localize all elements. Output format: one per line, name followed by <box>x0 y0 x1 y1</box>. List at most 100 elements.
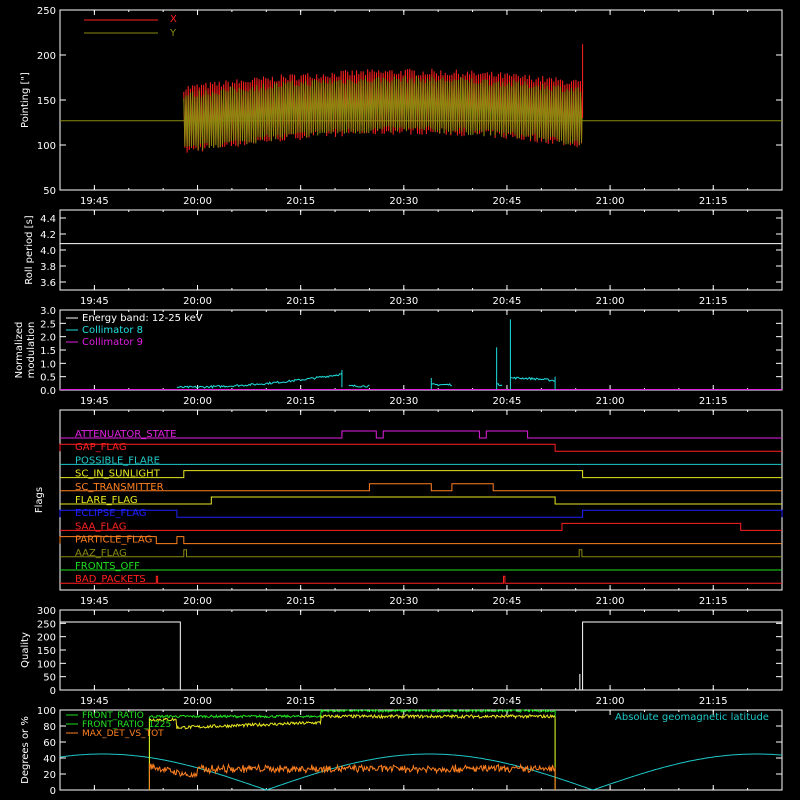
flag-line <box>59 443 782 452</box>
time-tick-label: 20:30 <box>389 196 418 207</box>
flag-label: GAP_FLAG <box>75 442 127 453</box>
y-tick-label: 50 <box>43 186 56 197</box>
flag-line <box>60 483 782 492</box>
legend-y-label: Y <box>169 28 177 39</box>
y-tick-label: 150 <box>37 96 56 107</box>
time-tick-label: 20:15 <box>286 396 315 407</box>
pointing-y-series <box>183 75 584 151</box>
y-tick-label: 50 <box>43 673 56 684</box>
y-tick-label: 0.5 <box>40 373 56 384</box>
y-tick-label: 20 <box>43 770 56 781</box>
y-tick-label: 200 <box>37 51 56 62</box>
degrees-right-label: Absolute geomagnetic latitude <box>615 712 769 723</box>
time-tick-label: 20:00 <box>183 296 212 307</box>
y-tick-label: 1.5 <box>40 346 56 357</box>
time-tick-label: 20:15 <box>286 596 315 607</box>
flag-label: AAZ_FLAG <box>75 548 127 559</box>
flag-label: FLARE_FLAG <box>75 495 138 506</box>
degrees-legend-label: MAX_DET_VS_TOT <box>82 729 164 739</box>
flag-label: POSSIBLE_FLARE <box>75 455 160 466</box>
flag-line <box>59 509 783 518</box>
time-tick-label: 20:45 <box>493 196 522 207</box>
collimator8-segment <box>348 384 370 388</box>
quality-line <box>60 621 782 691</box>
flag-label: PARTICLE_FLAG <box>75 535 152 546</box>
roll-panel: 19:45 20:00 20:15 20:30 20:45 21:00 21:15 3.6 3.… <box>24 209 783 307</box>
y-tick-label: 1.0 <box>40 359 56 370</box>
time-tick-label: 20:30 <box>389 296 418 307</box>
time-tick-label: 20:30 <box>389 596 418 607</box>
y-tick-label: 0.0 <box>40 386 56 397</box>
y-tick-label: 100 <box>37 141 56 152</box>
y-axis-label: Roll period [s] <box>24 215 35 284</box>
flag-label: ATTENUATOR_STATE <box>75 429 176 440</box>
collimator8-segment <box>511 376 556 382</box>
time-tick-label: 21:15 <box>699 596 728 607</box>
time-tick-label: 20:30 <box>389 696 418 707</box>
degrees-legend-label: FRONT_RATIO_1225 <box>82 720 171 730</box>
y-axis-label: Pointing ["] <box>20 72 31 128</box>
quality-panel: 19:45 20:00 20:15 20:30 20:45 21:00 21:15 0 50 10… <box>20 606 783 707</box>
degrees-panel: 0 20 40 60 80 100 Degrees or % FRONT_RATIOFRONT… <box>20 706 783 797</box>
front-ratio-1225-line <box>148 713 556 790</box>
degrees-legend-label: FRONT_RATIO <box>82 711 144 721</box>
flag-label: FRONTS_OFF <box>75 561 140 572</box>
flag-line <box>60 430 782 439</box>
time-tick-label: 20:00 <box>183 396 212 407</box>
time-tick-label: 20:15 <box>286 196 315 207</box>
time-tick-label: 20:45 <box>493 696 522 707</box>
y-tick-label: 4.2 <box>40 230 56 241</box>
flag-label: BAD_PACKETS <box>75 574 146 585</box>
y-tick-label: 150 <box>37 646 56 657</box>
time-tick-label: 21:00 <box>596 696 625 707</box>
front-ratio-line <box>148 708 556 790</box>
flag-line <box>60 575 782 584</box>
flag-line <box>60 496 782 505</box>
y-tick-label: 0 <box>50 786 56 797</box>
y-tick-label: 2.5 <box>40 319 56 330</box>
time-tick-label: 20:15 <box>286 296 315 307</box>
time-tick-label: 21:15 <box>699 396 728 407</box>
time-tick-label: 21:00 <box>596 196 625 207</box>
y-tick-label: 80 <box>43 722 56 733</box>
y-tick-label: 3.8 <box>40 262 56 273</box>
flag-label: SAA_FLAG <box>75 521 126 532</box>
plot-frame <box>59 409 783 591</box>
flags-panel: 19:45 20:00 20:15 20:30 20:45 21:00 21:15 Flags… <box>34 409 783 607</box>
time-tick-label: 20:00 <box>183 596 212 607</box>
time-tick-label: 19:45 <box>80 196 109 207</box>
y-tick-label: 3.6 <box>40 278 56 289</box>
y-tick-label: 0 <box>50 686 56 697</box>
y-tick-label: 300 <box>37 606 56 617</box>
collimator8-segment <box>176 372 343 389</box>
time-tick-label: 21:15 <box>699 296 728 307</box>
y-axis-label: Normalized <box>14 322 25 379</box>
y-tick-label: 60 <box>43 738 56 749</box>
time-tick-label: 20:45 <box>493 396 522 407</box>
time-tick-label: 19:45 <box>80 396 109 407</box>
flag-label: ECLIPSE_FLAG <box>75 508 146 519</box>
time-tick-label: 20:45 <box>493 296 522 307</box>
y-tick-label: 2.0 <box>40 333 56 344</box>
flag-line <box>59 536 782 545</box>
collimator8-segment <box>431 383 452 387</box>
time-tick-label: 19:45 <box>80 596 109 607</box>
modulation-legend-label: Energy band: 12-25 keV <box>82 313 203 324</box>
time-tick-label: 21:15 <box>699 196 728 207</box>
geomagnetic-latitude-line <box>59 753 783 791</box>
panels: 19:45 20:00 20:15 20:30 20:45 21:00 21:15 50 100… <box>14 6 783 797</box>
flag-label: SC_TRANSMITTER <box>75 482 164 493</box>
y-tick-label: 4.0 <box>40 246 56 257</box>
pointing-panel: 19:45 20:00 20:15 20:30 20:45 21:00 21:15 50 100… <box>20 6 783 207</box>
y-tick-label: 100 <box>37 659 56 670</box>
modulation-panel: 19:45 20:00 20:15 20:30 20:45 21:00 21:15 0.0 0.… <box>14 306 783 407</box>
time-tick-label: 21:00 <box>596 396 625 407</box>
time-tick-label: 21:00 <box>596 596 625 607</box>
time-tick-label: 20:00 <box>183 696 212 707</box>
y-tick-label: 200 <box>37 633 56 644</box>
y-axis-label: Quality <box>20 632 31 668</box>
y-tick-label: 4.4 <box>40 214 56 225</box>
legend-x-label: X <box>170 14 177 25</box>
collimator8-segment <box>496 382 503 387</box>
